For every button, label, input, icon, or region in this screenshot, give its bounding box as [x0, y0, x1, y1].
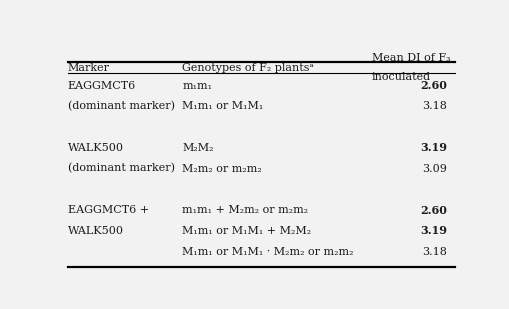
Text: M₂m₂ or m₂m₂: M₂m₂ or m₂m₂	[182, 163, 262, 174]
Text: WALK500: WALK500	[68, 226, 124, 236]
Text: m₁m₁: m₁m₁	[182, 81, 212, 91]
Text: 3.09: 3.09	[421, 163, 446, 174]
Text: Genotypes of F₂ plantsᵃ: Genotypes of F₂ plantsᵃ	[182, 63, 314, 73]
Text: 2.60: 2.60	[419, 205, 446, 216]
Text: (dominant marker): (dominant marker)	[68, 163, 175, 174]
Text: WALK500: WALK500	[68, 143, 124, 153]
Text: m₁m₁ + M₂m₂ or m₂m₂: m₁m₁ + M₂m₂ or m₂m₂	[182, 205, 308, 215]
Text: Mean DI of F₃: Mean DI of F₃	[372, 53, 450, 63]
Text: M₁m₁ or M₁M₁ + M₂M₂: M₁m₁ or M₁M₁ + M₂M₂	[182, 226, 311, 236]
Text: inoculated: inoculated	[372, 72, 430, 82]
Text: EAGGMCT6: EAGGMCT6	[68, 81, 136, 91]
Text: M₁m₁ or M₁M₁ · M₂m₂ or m₂m₂: M₁m₁ or M₁M₁ · M₂m₂ or m₂m₂	[182, 247, 353, 256]
Text: 3.18: 3.18	[421, 101, 446, 111]
Text: Marker: Marker	[68, 63, 109, 73]
Text: 3.19: 3.19	[419, 225, 446, 236]
Text: M₂M₂: M₂M₂	[182, 143, 213, 153]
Text: 3.19: 3.19	[419, 142, 446, 153]
Text: EAGGMCT6 +: EAGGMCT6 +	[68, 205, 149, 215]
Text: 2.60: 2.60	[419, 80, 446, 91]
Text: M₁m₁ or M₁M₁: M₁m₁ or M₁M₁	[182, 101, 263, 111]
Text: 3.18: 3.18	[421, 247, 446, 256]
Text: (dominant marker): (dominant marker)	[68, 101, 175, 112]
